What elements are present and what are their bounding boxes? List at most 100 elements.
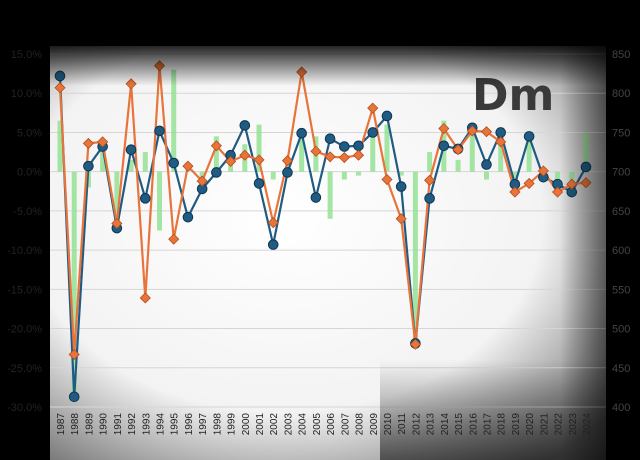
y-tick-label: -10.0%: [7, 245, 42, 257]
series-point-1: [83, 160, 94, 172]
series-point-2: [480, 126, 493, 138]
x-tick-label: 2022: [554, 413, 565, 436]
right-y-tick-label: 500: [612, 324, 630, 336]
bar: [555, 171, 561, 184]
right-y-tick-label: 750: [612, 127, 630, 139]
top-shadow: [50, 46, 640, 86]
x-tick-label: 2013: [426, 413, 437, 436]
series-point-2: [139, 292, 151, 304]
series-point-1: [139, 193, 151, 204]
series-point-1: [481, 159, 492, 170]
bar: [57, 120, 63, 172]
bar: [71, 171, 77, 400]
series-point-2: [281, 155, 294, 167]
series-point-2: [395, 213, 407, 225]
x-tick-label: 1994: [156, 413, 167, 436]
bar: [256, 124, 262, 172]
x-tick-label: 2023: [568, 413, 579, 436]
x-tick-label: 1995: [170, 413, 181, 436]
bar: [114, 171, 120, 227]
x-tick-label: 2002: [269, 413, 280, 436]
series-point-2: [324, 151, 336, 163]
series-point-2: [111, 217, 123, 230]
x-axis: 1987 1988 1989 1990 1991 1992 1993 1994 1995 1996…: [56, 413, 593, 436]
x-tick-label: 2008: [355, 413, 366, 436]
series-point-2: [409, 338, 421, 350]
series-point-1: [395, 181, 407, 192]
series-point-1: [339, 141, 350, 152]
series-point-2: [509, 186, 521, 198]
series-point-1: [310, 192, 322, 203]
y-axis-left: 15.0% 10.0% 5.0% 0.0% -5.0% -10.0% -15.0% -20.0…: [7, 49, 42, 414]
series-point-2: [168, 233, 180, 245]
x-tick-label: 2020: [525, 413, 536, 436]
series-point-2: [381, 173, 393, 186]
series-point-2: [225, 155, 237, 168]
x-tick-label: 1990: [99, 413, 110, 436]
x-tick-label: 2006: [326, 413, 337, 436]
bar: [213, 136, 219, 172]
series-point-1: [424, 193, 435, 204]
series-point-1: [523, 131, 535, 142]
x-tick-label: 2011: [397, 413, 408, 435]
bar: [469, 124, 475, 172]
y-tick-label: 10.0%: [11, 88, 42, 100]
bar: [171, 69, 177, 172]
bar: [356, 171, 362, 176]
x-tick-label: 1998: [212, 413, 223, 436]
series-point-1: [495, 127, 507, 138]
x-tick-label: 2024: [582, 413, 593, 436]
series-point-1: [324, 133, 336, 145]
series-point-2: [239, 149, 251, 161]
x-tick-label: 2014: [440, 413, 451, 436]
bar: [483, 171, 489, 180]
series-point-1: [68, 391, 80, 403]
y-tick-label: -30.0%: [7, 402, 42, 414]
bar: [370, 132, 376, 172]
series-point-1: [438, 140, 450, 152]
right-y-tick-label: 400: [612, 402, 630, 414]
series-point-2: [537, 165, 549, 177]
x-tick-label: 2018: [497, 413, 508, 436]
x-tick-label: 2003: [283, 413, 294, 436]
x-tick-label: 1999: [227, 413, 238, 436]
series-point-2: [68, 348, 80, 361]
series-point-2: [424, 174, 436, 186]
series-point-1: [154, 125, 165, 137]
x-tick-label: 2019: [511, 413, 522, 436]
series-point-2: [210, 140, 222, 152]
x-tick-label: 2016: [468, 413, 479, 436]
series-point-2: [82, 137, 94, 149]
right-y-tick-label: 600: [612, 245, 630, 257]
right-y-tick-label: 800: [612, 88, 630, 100]
bar: [427, 152, 433, 172]
bar: [270, 171, 276, 180]
y-tick-label: -15.0%: [7, 284, 42, 296]
bar: [512, 171, 518, 180]
series-point-1: [367, 127, 379, 138]
y-tick-label: 15.0%: [11, 49, 42, 61]
x-tick-label: 2009: [369, 413, 380, 436]
x-tick-label: 1989: [84, 413, 95, 436]
series-point-2: [338, 151, 350, 164]
bar: [455, 159, 461, 172]
bar: [526, 136, 532, 172]
series-point-2: [97, 136, 109, 148]
series-point-1: [239, 120, 251, 131]
bar: [398, 171, 404, 176]
series-point-1: [267, 239, 279, 250]
right-y-tick-label: 700: [612, 167, 630, 179]
series-point-1: [282, 167, 293, 178]
y-tick-label: 0.0%: [17, 167, 42, 179]
x-tick-label: 1992: [127, 413, 138, 436]
right-y-tick-label: 650: [612, 206, 630, 218]
right-y-tick-label: 850: [612, 49, 630, 61]
y-tick-label: -20.0%: [7, 324, 42, 336]
series-point-1: [182, 211, 194, 223]
bar: [128, 159, 134, 172]
series-point-2: [466, 125, 478, 137]
series-line-1: [58, 75, 587, 398]
series-point-2: [352, 149, 365, 161]
series-point-2: [182, 160, 194, 172]
